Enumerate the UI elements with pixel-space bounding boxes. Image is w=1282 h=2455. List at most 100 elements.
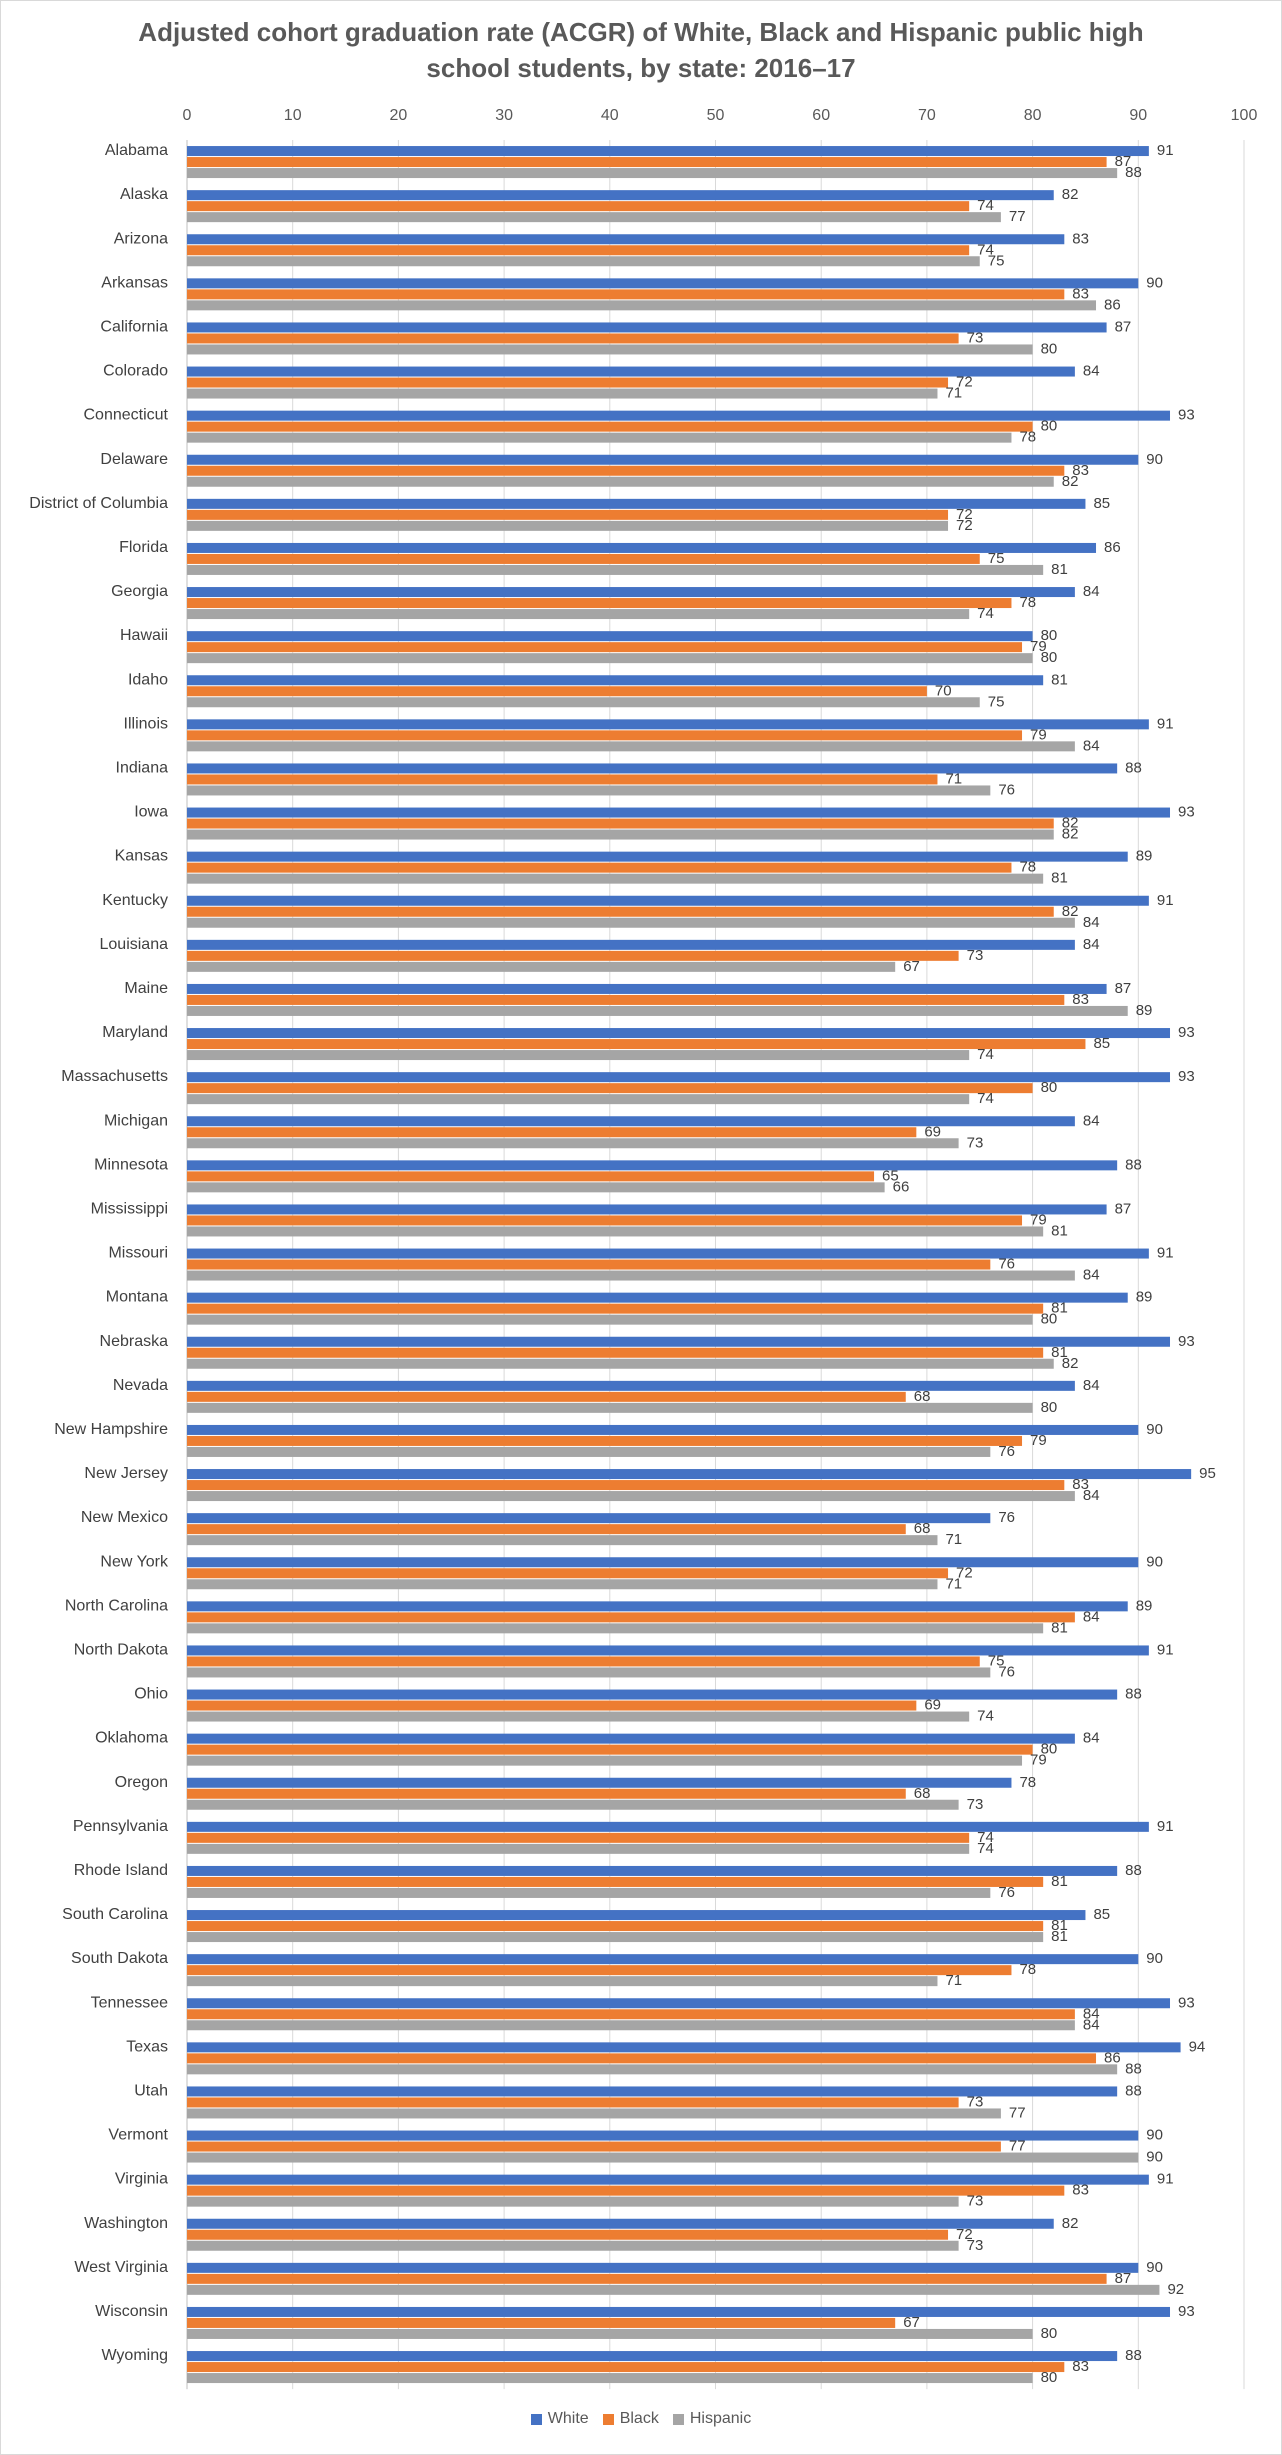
bar-white-oklahoma	[187, 1733, 1075, 1744]
category-label-virginia: Virginia	[115, 2171, 168, 2188]
data-label-white-south-dakota: 90	[1146, 1950, 1163, 1967]
category-label-pennsylvania: Pennsylvania	[73, 1818, 168, 1835]
legend-label-black: Black	[619, 2410, 659, 2427]
category-label-arizona: Arizona	[114, 230, 168, 247]
data-label-hispanic-california: 80	[1041, 340, 1058, 357]
bar-white-california	[187, 322, 1107, 333]
data-label-black-hawaii: 79	[1030, 638, 1047, 655]
bar-white-oregon	[187, 1777, 1012, 1788]
category-label-michigan: Michigan	[104, 1112, 168, 1129]
category-label-idaho: Idaho	[128, 671, 168, 688]
data-label-hispanic-oklahoma: 79	[1030, 1752, 1047, 1769]
bar-black-district-of-columbia	[187, 509, 949, 520]
data-label-white-missouri: 91	[1157, 1245, 1174, 1262]
bar-hispanic-texas	[187, 2064, 1118, 2075]
bar-white-colorado	[187, 366, 1075, 377]
bar-black-north-dakota	[187, 1656, 980, 1667]
bar-white-rhode-island	[187, 1865, 1118, 1876]
category-label-connecticut: Connecticut	[84, 407, 169, 424]
data-label-hispanic-north-dakota: 76	[998, 1663, 1015, 1680]
category-label-missouri: Missouri	[108, 1245, 168, 1262]
data-label-black-south-carolina: 81	[1051, 1917, 1068, 1934]
bar-hispanic-tennessee	[187, 2020, 1075, 2031]
data-label-white-louisiana: 84	[1083, 936, 1100, 953]
bar-white-idaho	[187, 675, 1044, 686]
data-label-hispanic-kansas: 81	[1051, 870, 1068, 887]
data-label-black-colorado: 72	[956, 374, 973, 391]
data-label-hispanic-delaware: 82	[1062, 473, 1079, 490]
bar-black-connecticut	[187, 421, 1033, 432]
bar-white-vermont	[187, 2130, 1139, 2141]
data-label-black-washington: 72	[956, 2226, 973, 2243]
category-label-ohio: Ohio	[134, 1686, 168, 1703]
bar-white-maryland	[187, 1028, 1171, 1039]
category-label-utah: Utah	[134, 2082, 168, 2099]
bar-black-new-jersey	[187, 1480, 1065, 1491]
data-label-hispanic-texas: 88	[1125, 2060, 1142, 2077]
bar-black-washington	[187, 2229, 949, 2240]
category-label-delaware: Delaware	[100, 451, 168, 468]
data-label-hispanic-michigan: 73	[967, 1134, 984, 1151]
data-label-hispanic-colorado: 71	[945, 385, 962, 402]
data-label-hispanic-minnesota: 66	[893, 1178, 910, 1195]
data-label-hispanic-alaska: 77	[1009, 208, 1026, 225]
data-label-hispanic-idaho: 75	[988, 693, 1005, 710]
data-label-black-louisiana: 73	[967, 947, 984, 964]
data-label-white-oregon: 78	[1019, 1774, 1036, 1791]
category-label-oklahoma: Oklahoma	[95, 1730, 168, 1747]
data-label-black-nevada: 68	[914, 1388, 931, 1405]
bar-hispanic-washington	[187, 2240, 959, 2251]
bar-black-florida	[187, 553, 980, 564]
category-label-district-of-columbia: District of Columbia	[29, 495, 168, 512]
data-label-black-indiana: 71	[945, 770, 962, 787]
bar-hispanic-hawaii	[187, 653, 1033, 664]
data-label-hispanic-louisiana: 67	[903, 958, 920, 975]
bar-black-wyoming	[187, 2362, 1065, 2373]
legend-label-hispanic: Hispanic	[689, 2410, 752, 2427]
data-label-black-california: 73	[967, 329, 984, 346]
category-label-kansas: Kansas	[115, 848, 168, 865]
bar-white-iowa	[187, 807, 1171, 818]
bar-black-nebraska	[187, 1347, 1044, 1358]
bar-black-montana	[187, 1303, 1044, 1314]
data-label-hispanic-alabama: 88	[1125, 164, 1142, 181]
bar-black-maryland	[187, 1039, 1086, 1050]
data-label-black-north-carolina: 84	[1083, 1608, 1100, 1625]
bar-hispanic-kansas	[187, 873, 1044, 884]
bar-hispanic-utah	[187, 2108, 1001, 2119]
bar-black-colorado	[187, 377, 949, 388]
data-label-hispanic-maine: 89	[1136, 1002, 1153, 1019]
data-label-hispanic-wisconsin: 80	[1041, 2325, 1058, 2342]
bar-black-tennessee	[187, 2009, 1075, 2020]
bar-hispanic-north-dakota	[187, 1667, 991, 1678]
bar-hispanic-missouri	[187, 1270, 1075, 1281]
data-label-white-pennsylvania: 91	[1157, 1818, 1174, 1835]
bar-hispanic-new-york	[187, 1579, 938, 1590]
data-label-black-arizona: 74	[977, 241, 994, 258]
bar-white-massachusetts	[187, 1072, 1171, 1083]
data-label-hispanic-washington: 73	[967, 2237, 984, 2254]
data-label-black-alabama: 87	[1115, 153, 1132, 170]
data-label-white-montana: 89	[1136, 1289, 1153, 1306]
bar-black-illinois	[187, 730, 1023, 741]
bar-black-alaska	[187, 201, 970, 212]
bar-black-north-carolina	[187, 1612, 1075, 1623]
category-label-maine: Maine	[124, 980, 168, 997]
data-label-black-new-mexico: 68	[914, 1520, 931, 1537]
data-label-hispanic-missouri: 84	[1083, 1267, 1100, 1284]
bar-black-south-dakota	[187, 1965, 1012, 1976]
bar-white-texas	[187, 2042, 1181, 2053]
bar-black-arkansas	[187, 289, 1065, 300]
bar-black-utah	[187, 2097, 959, 2108]
data-label-black-arkansas: 83	[1072, 285, 1089, 302]
data-label-white-texas: 94	[1189, 2038, 1206, 2055]
bar-black-texas	[187, 2053, 1097, 2064]
x-tick-label-10: 10	[284, 107, 302, 124]
category-label-illinois: Illinois	[124, 715, 168, 732]
bar-hispanic-arkansas	[187, 300, 1097, 311]
data-label-white-west-virginia: 90	[1146, 2259, 1163, 2276]
bar-hispanic-vermont	[187, 2152, 1139, 2163]
data-label-white-maine: 87	[1115, 980, 1132, 997]
legend-label-white: White	[547, 2410, 589, 2427]
data-label-black-kentucky: 82	[1062, 903, 1079, 920]
